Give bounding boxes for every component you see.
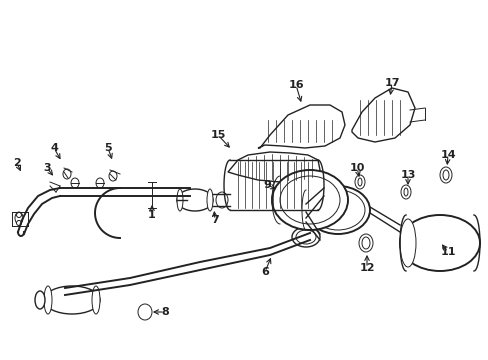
Text: 11: 11 xyxy=(439,247,455,257)
Text: 13: 13 xyxy=(400,170,415,180)
Ellipse shape xyxy=(96,178,104,188)
Text: 10: 10 xyxy=(348,163,364,173)
Ellipse shape xyxy=(92,286,100,314)
Ellipse shape xyxy=(399,219,415,267)
Text: 3: 3 xyxy=(43,163,51,173)
Ellipse shape xyxy=(291,227,319,247)
Ellipse shape xyxy=(206,189,213,211)
Ellipse shape xyxy=(399,215,479,271)
Ellipse shape xyxy=(44,286,100,314)
Text: 2: 2 xyxy=(13,158,21,168)
Text: 5: 5 xyxy=(104,143,112,153)
Text: 4: 4 xyxy=(50,143,58,153)
Ellipse shape xyxy=(63,169,71,179)
Ellipse shape xyxy=(310,190,364,230)
Ellipse shape xyxy=(274,186,285,198)
Ellipse shape xyxy=(138,304,152,320)
Text: 17: 17 xyxy=(384,78,399,88)
Ellipse shape xyxy=(305,186,369,234)
Ellipse shape xyxy=(354,175,364,189)
Ellipse shape xyxy=(15,212,23,224)
Ellipse shape xyxy=(442,170,448,180)
Ellipse shape xyxy=(71,178,79,188)
Text: 16: 16 xyxy=(287,80,303,90)
Polygon shape xyxy=(258,105,345,148)
Text: 7: 7 xyxy=(211,215,219,225)
Text: 1: 1 xyxy=(148,210,156,220)
Ellipse shape xyxy=(17,212,21,217)
Polygon shape xyxy=(351,88,414,142)
Ellipse shape xyxy=(278,189,282,195)
Text: 14: 14 xyxy=(439,150,455,160)
Ellipse shape xyxy=(271,170,347,230)
Ellipse shape xyxy=(177,189,183,211)
Ellipse shape xyxy=(44,286,52,314)
Ellipse shape xyxy=(280,176,339,224)
Ellipse shape xyxy=(400,185,410,199)
Ellipse shape xyxy=(357,178,361,186)
Ellipse shape xyxy=(439,167,451,183)
Ellipse shape xyxy=(295,230,315,244)
Ellipse shape xyxy=(177,189,213,211)
Ellipse shape xyxy=(403,188,407,196)
Ellipse shape xyxy=(361,237,369,249)
Ellipse shape xyxy=(109,171,117,181)
Text: 6: 6 xyxy=(261,267,268,277)
Polygon shape xyxy=(227,152,319,182)
Text: 12: 12 xyxy=(359,263,374,273)
Text: 8: 8 xyxy=(161,307,168,317)
Ellipse shape xyxy=(17,220,21,225)
Ellipse shape xyxy=(35,291,45,309)
Ellipse shape xyxy=(216,192,227,208)
Ellipse shape xyxy=(358,234,372,252)
Text: 9: 9 xyxy=(263,180,270,190)
Text: 15: 15 xyxy=(210,130,225,140)
